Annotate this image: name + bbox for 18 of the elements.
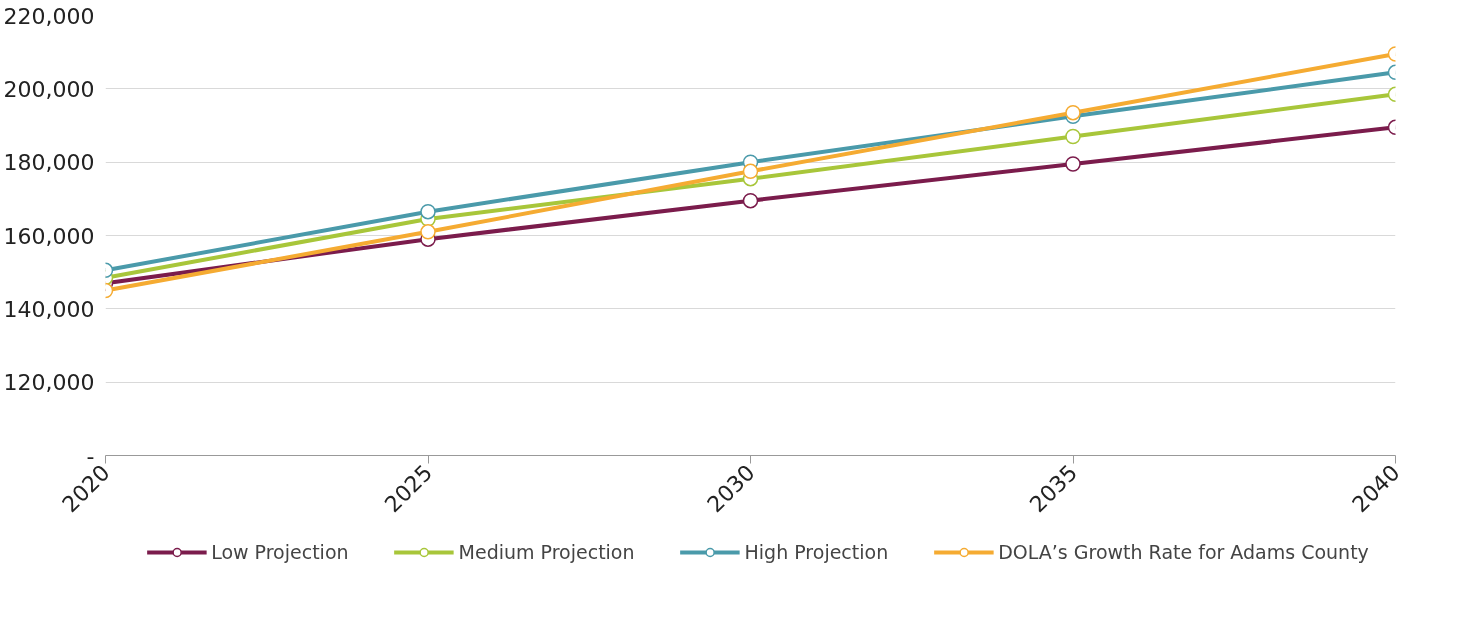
point: [1065, 128, 1081, 145]
y-tick-label: -: [86, 443, 95, 469]
y-tick-label: 200,000: [3, 76, 95, 102]
legend-label: DOLA’s Growth Rate for Adams County: [998, 541, 1369, 563]
point: [742, 163, 759, 180]
y-tick-label: 220,000: [3, 3, 95, 29]
y-tick-label: 180,000: [3, 150, 95, 176]
point: [420, 224, 436, 240]
y-tick-label: 140,000: [3, 296, 95, 322]
point: [742, 192, 759, 209]
legend-label: High Projection: [744, 541, 889, 563]
point: [420, 203, 436, 220]
y-tick-label: 160,000: [3, 223, 95, 249]
legend-label: Low Projection: [211, 541, 349, 563]
legend-label: Medium Projection: [458, 541, 635, 563]
y-tick-label: 120,000: [3, 370, 95, 396]
point: [1065, 156, 1081, 172]
point: [1065, 104, 1081, 121]
